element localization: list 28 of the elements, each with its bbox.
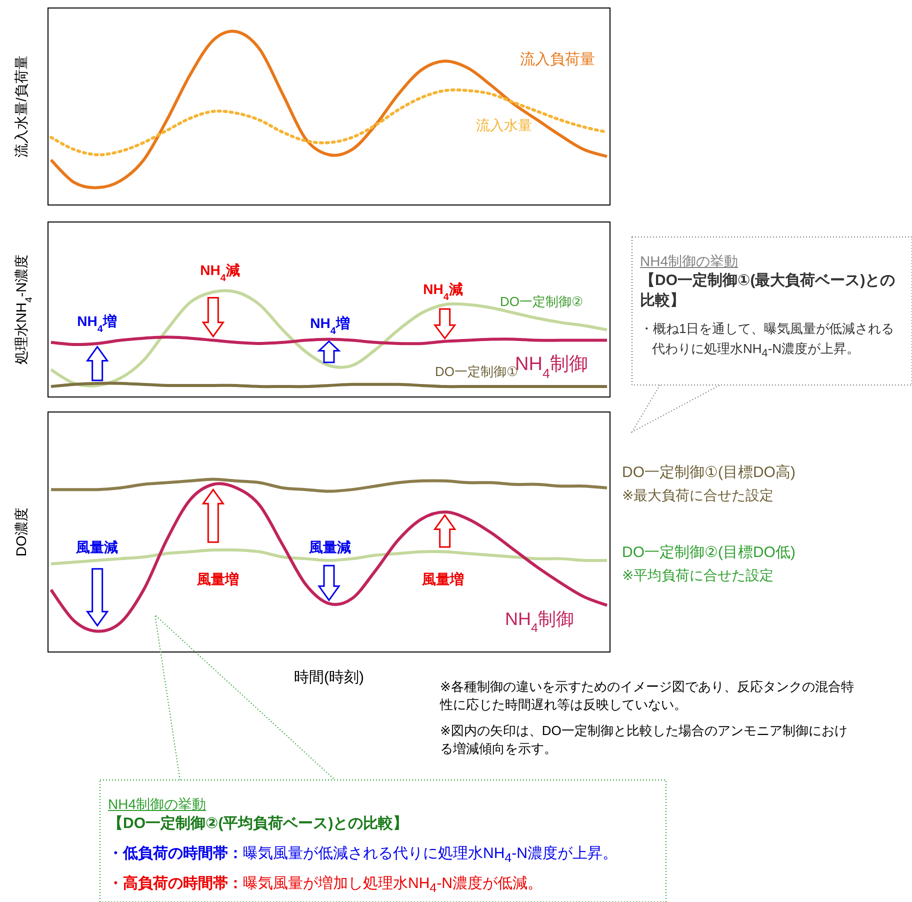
text: ※平均負荷に合せた設定	[622, 567, 774, 583]
series-label: NH$_{4}$制御	[505, 609, 574, 635]
annotation: NH$_{4}$増	[77, 313, 117, 334]
text: ・低負荷の時間帯：	[108, 845, 243, 862]
x-axis-title: 時間(時刻)	[294, 669, 364, 686]
annotation: 風量増	[421, 571, 464, 587]
text: 【DO一定制御①(最大負荷ベース)との比較】	[640, 271, 896, 311]
annotation: 風量減	[308, 539, 351, 555]
series-label: DO一定制御②	[500, 294, 584, 309]
text: NH4制御の挙動	[108, 795, 208, 814]
annotation: NH$_{4}$増	[310, 315, 350, 336]
series-label: DO一定制御①(目標DO高)	[622, 464, 796, 481]
text: ※各種制御の違いを示すためのイメージ図であり、反応タンクの混合特性に応じた時間遅れ等は反映していない。	[440, 678, 855, 714]
text: ※最大負荷に合せた設定	[622, 487, 774, 503]
series-label: DO一定制御②(目標DO低)	[622, 544, 796, 561]
annotation: 風量減	[75, 539, 118, 555]
annotation: NH$_{4}$減	[423, 281, 463, 302]
y-axis-title: DO濃度	[13, 508, 29, 556]
annotation: 風量増	[196, 571, 239, 587]
series-label: 流入水量	[476, 117, 532, 133]
text: ・高負荷の時間帯：	[108, 875, 243, 892]
text: 【DO一定制御②(平均負荷ベース)との比較】	[108, 814, 410, 834]
text: ・概ね1日を通して、曝気風量が低減される代わりに処理水NH$_{4}$-N濃度が上昇。	[640, 320, 896, 362]
text: ※図内の矢印は、DO一定制御と比較した場合のアンモニア制御における増減傾向を示す。	[440, 722, 848, 758]
text: NH$_{4}$減	[200, 262, 240, 284]
text: NH4制御の挙動	[640, 252, 740, 271]
y-axis-title: 流入水量/負荷量	[13, 56, 29, 158]
text: 流入負荷量	[520, 51, 595, 68]
